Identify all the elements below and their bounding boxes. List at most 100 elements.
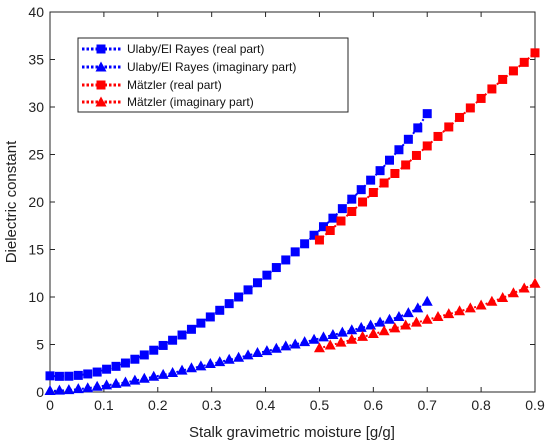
data-point xyxy=(346,324,358,335)
legend-entry: Ulaby/El Rayes (imaginary part) xyxy=(82,60,296,74)
data-point xyxy=(139,350,149,360)
data-point xyxy=(158,340,168,350)
data-point xyxy=(224,299,234,309)
data-point xyxy=(413,123,423,133)
data-point xyxy=(44,385,56,396)
series-3 xyxy=(313,277,541,353)
data-point xyxy=(422,141,432,151)
data-point xyxy=(177,330,187,340)
data-point xyxy=(271,263,281,273)
y-tick-label: 35 xyxy=(28,52,44,68)
data-point xyxy=(454,305,466,316)
data-point xyxy=(242,349,254,360)
data-point xyxy=(111,361,121,371)
data-point xyxy=(336,326,348,337)
x-tick-label: 0.9 xyxy=(525,397,545,413)
data-point xyxy=(73,370,83,380)
data-point xyxy=(91,380,103,391)
data-point xyxy=(324,339,336,350)
data-point xyxy=(455,112,465,122)
data-point xyxy=(53,384,65,395)
x-tick-label: 0.6 xyxy=(364,397,384,413)
series-line xyxy=(49,300,428,393)
data-point xyxy=(366,175,376,185)
x-tick-label: 0 xyxy=(46,397,54,413)
data-point xyxy=(327,329,339,339)
series-layer xyxy=(44,48,541,396)
data-point xyxy=(411,150,421,160)
data-point xyxy=(444,122,454,132)
legend: Ulaby/El Rayes (real part) Ulaby/El Raye… xyxy=(77,37,349,113)
data-point xyxy=(497,291,509,302)
x-tick-label: 0.7 xyxy=(417,397,437,413)
data-point xyxy=(337,204,347,214)
data-point xyxy=(185,362,197,373)
data-point xyxy=(393,310,405,321)
data-point xyxy=(119,376,131,387)
axis-ticks: 0 0.1 0.2 0.3 0.4 0.5 0.6 0.7 0.8 0.9 0 5 10 15 20 25 30… xyxy=(28,4,545,413)
data-point xyxy=(498,74,508,84)
data-point xyxy=(186,324,196,334)
data-point xyxy=(300,239,310,249)
data-point xyxy=(464,302,476,313)
data-point xyxy=(120,358,130,368)
data-point xyxy=(313,342,325,353)
data-point xyxy=(432,310,444,321)
data-point xyxy=(261,345,273,356)
y-tick-label: 25 xyxy=(28,147,44,163)
data-point xyxy=(486,295,498,306)
y-axis-label: Dielectric constant xyxy=(3,140,20,263)
legend-label-matzler-imaginary: Mätzler (imaginary part) xyxy=(127,95,254,109)
data-point xyxy=(433,131,443,141)
data-point xyxy=(465,103,475,113)
legend-label-ulaby-real: Ulaby/El Rayes (real part) xyxy=(127,42,264,56)
data-point xyxy=(148,370,160,381)
x-tick-label: 0.3 xyxy=(202,397,222,413)
data-point xyxy=(129,374,141,385)
data-point xyxy=(390,169,400,178)
data-point xyxy=(101,379,113,390)
y-tick-label: 30 xyxy=(28,99,44,115)
data-point xyxy=(379,178,389,188)
series-1 xyxy=(44,295,433,396)
y-tick-label: 20 xyxy=(28,194,44,210)
x-tick-label: 0.5 xyxy=(310,397,330,413)
data-point xyxy=(476,93,486,103)
data-point xyxy=(375,166,385,176)
data-point xyxy=(336,216,346,226)
data-point xyxy=(157,368,169,379)
data-point xyxy=(507,287,519,298)
data-point xyxy=(289,338,301,349)
data-point xyxy=(215,305,225,315)
data-point xyxy=(358,197,368,207)
data-point xyxy=(347,194,357,204)
data-point xyxy=(443,308,455,319)
data-point xyxy=(487,84,497,94)
data-point xyxy=(82,382,94,393)
data-point xyxy=(205,312,215,322)
data-point xyxy=(110,377,122,388)
data-point xyxy=(196,318,206,328)
data-point xyxy=(402,307,414,318)
data-point xyxy=(252,278,262,288)
data-point xyxy=(368,188,378,197)
legend-label-ulaby-imaginary: Ulaby/El Rayes (imaginary part) xyxy=(127,60,296,74)
data-point xyxy=(223,353,235,364)
legend-entry: Mätzler (imaginary part) xyxy=(82,95,254,109)
data-point xyxy=(374,316,386,327)
data-point xyxy=(365,319,377,330)
data-point xyxy=(45,371,55,381)
data-point xyxy=(314,235,324,245)
y-tick-label: 40 xyxy=(28,4,44,20)
data-point xyxy=(384,313,395,324)
data-point xyxy=(385,155,394,165)
data-point xyxy=(346,333,358,344)
data-point xyxy=(422,109,432,119)
x-axis-label: Stalk gravimetric moisture [g/g] xyxy=(189,424,395,441)
data-point xyxy=(92,367,102,377)
x-tick-label: 0.1 xyxy=(94,397,114,413)
data-point xyxy=(403,134,413,144)
data-point xyxy=(401,160,411,170)
data-point xyxy=(176,364,188,375)
